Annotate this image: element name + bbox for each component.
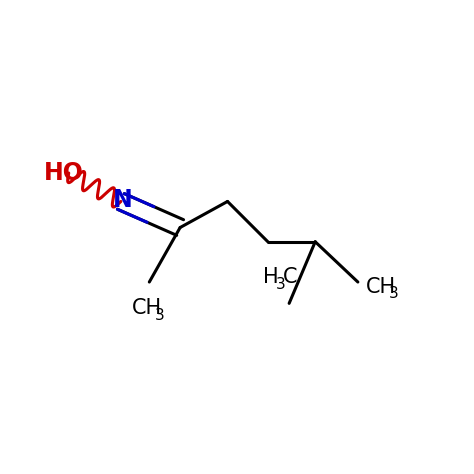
Text: 3: 3: [155, 308, 164, 323]
Text: 3: 3: [389, 286, 398, 301]
Text: N: N: [113, 188, 133, 212]
Text: CH: CH: [365, 277, 396, 297]
Text: HO: HO: [44, 161, 84, 185]
Text: H: H: [264, 267, 279, 287]
Text: 3: 3: [276, 277, 285, 292]
Text: CH: CH: [132, 298, 162, 318]
Text: C: C: [283, 267, 298, 287]
